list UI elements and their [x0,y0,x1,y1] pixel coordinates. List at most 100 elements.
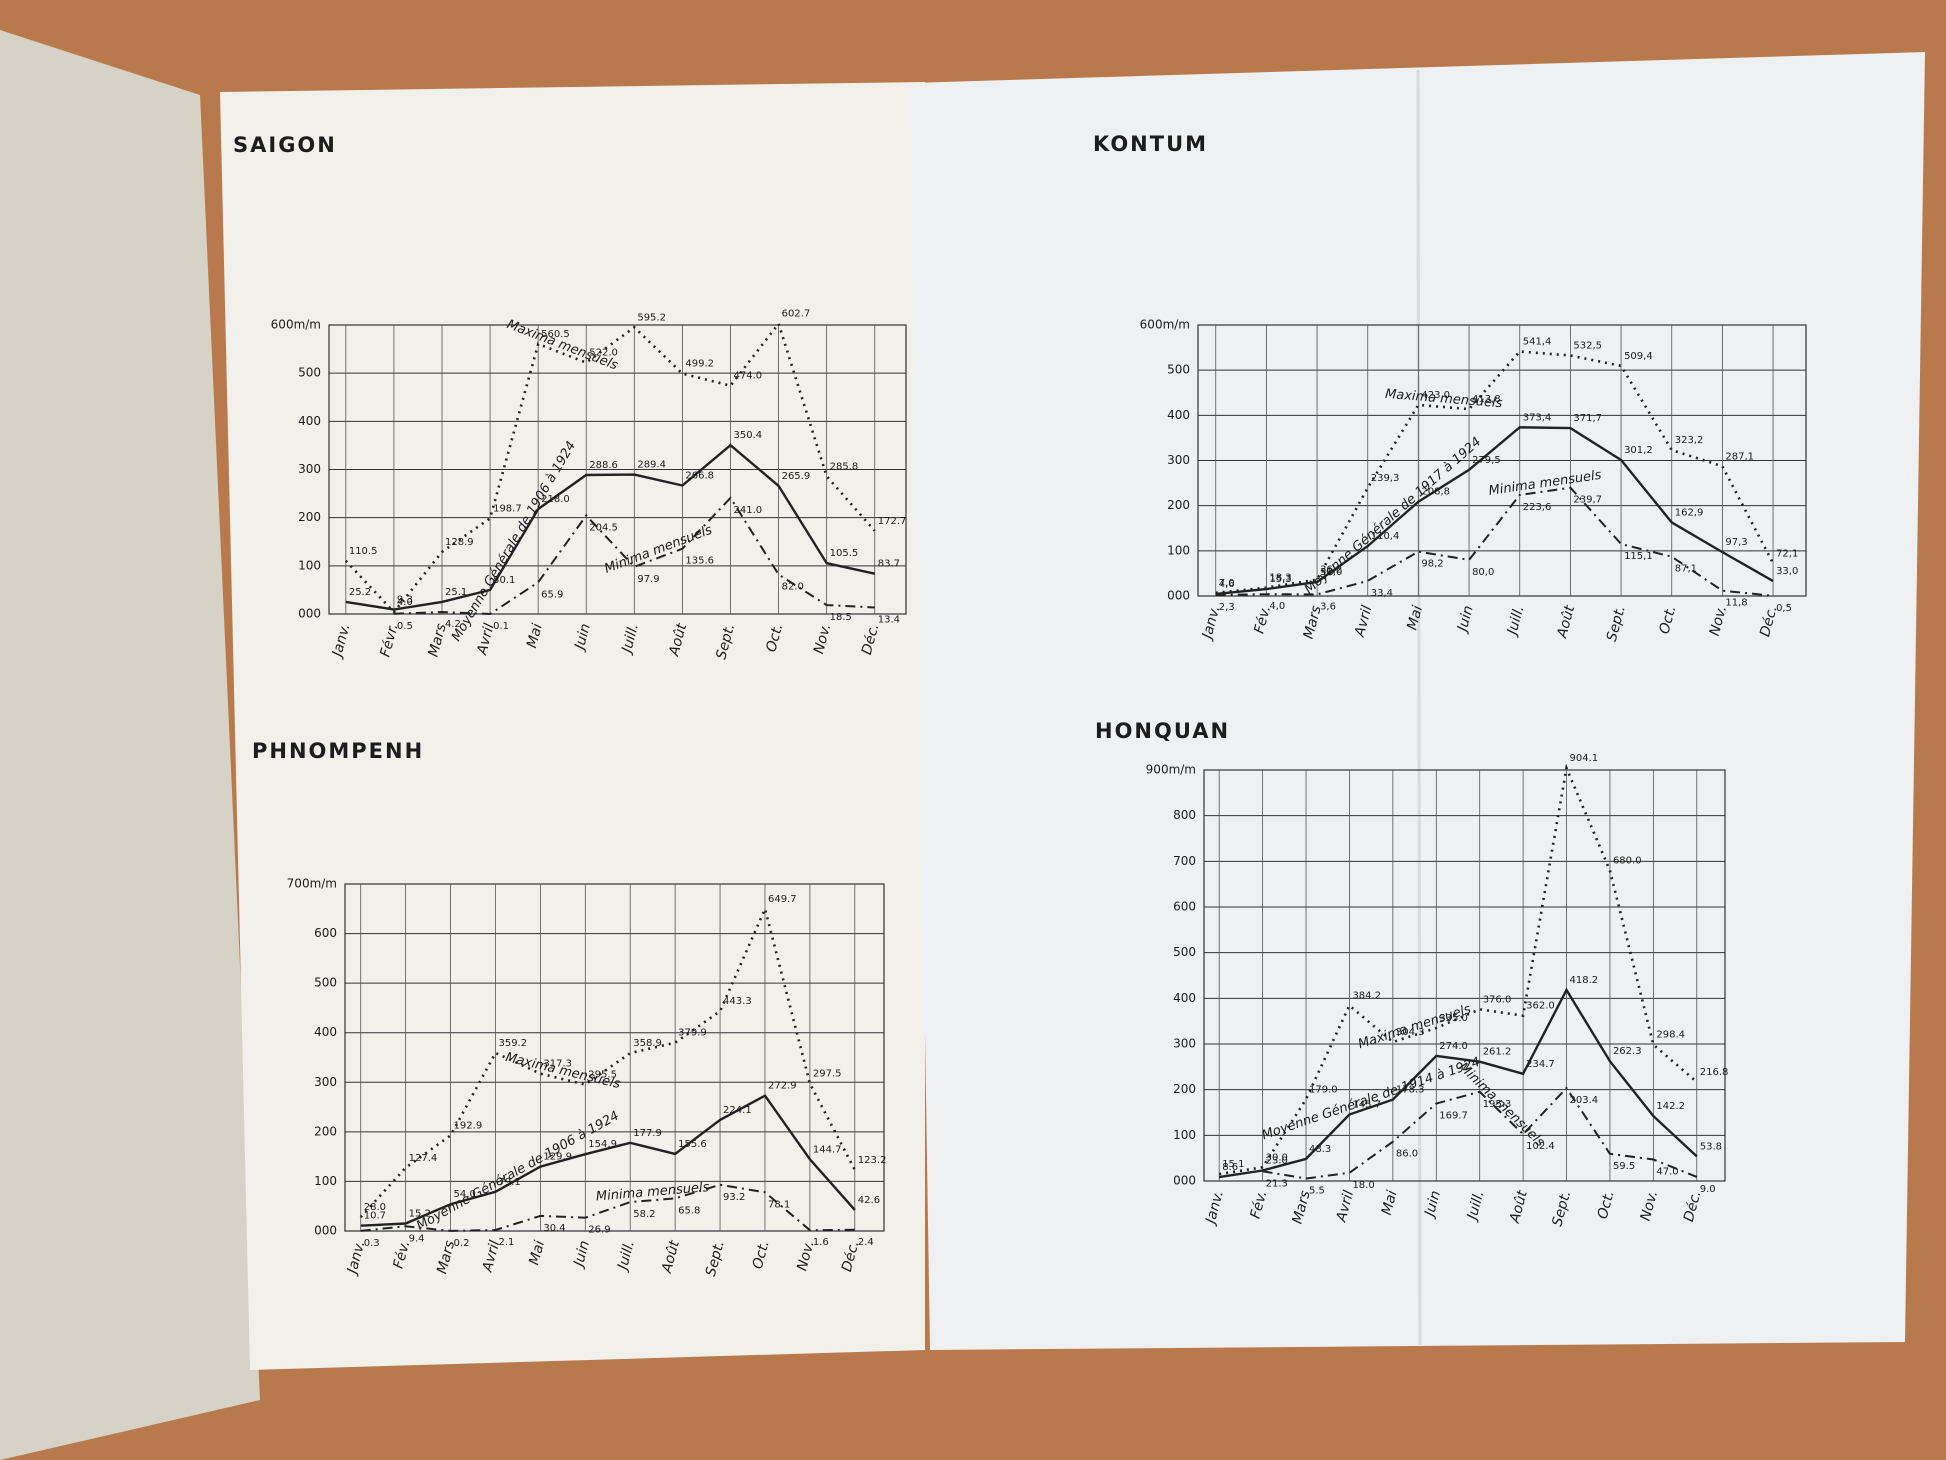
value-label: 4,6 [1219,579,1235,590]
value-label: 25.2 [349,587,371,598]
value-label: 42.6 [858,1195,880,1206]
y-tick-label: 300 [1167,453,1190,467]
y-tick-label: 400 [314,1025,337,1039]
value-label: 86.0 [1396,1149,1418,1160]
value-label: 72,1 [1776,548,1798,559]
value-label: 285.8 [830,461,859,472]
value-label: 47.0 [1656,1167,1678,1178]
value-label: 79.1 [498,1177,520,1188]
value-label: 4.2 [445,619,461,630]
value-label: 4,0 [1269,601,1285,612]
x-tick-label: Juin [1421,1189,1444,1221]
y-tick-label: 600m/m [1140,318,1190,332]
value-label: 123.2 [858,1155,887,1166]
chart-title: PHNOMPENH [252,739,424,763]
value-label: 265.9 [782,471,811,482]
value-label: 154.9 [588,1139,617,1150]
y-tick-label: 500 [1173,945,1196,959]
value-label: 499.2 [685,359,714,370]
series-line [1215,350,1775,595]
value-label: 532,5 [1573,340,1602,351]
value-label: 358.9 [633,1038,662,1049]
value-label: 371,7 [1573,413,1602,424]
left-page [220,82,925,1370]
value-label: 443.3 [723,996,752,1007]
value-label: 129.9 [543,1152,572,1163]
value-label: 509,4 [1624,351,1653,362]
chart-title: SAIGON [233,133,337,157]
value-label: 224.1 [723,1105,752,1116]
value-label: 18.5 [830,612,852,623]
value-label: 97.9 [637,574,659,585]
value-label: 423,0 [1421,390,1450,401]
series-line [393,496,875,616]
value-label: 0.5 [397,621,413,632]
value-label: 177.9 [633,1128,662,1139]
series-line [1262,1086,1698,1180]
value-label: 33,0 [1776,566,1798,577]
y-tick-label: 100 [298,558,321,572]
value-label: 155.6 [678,1139,707,1150]
x-tick-label: Déc. [1681,1189,1705,1224]
value-label: 13.4 [878,615,900,626]
x-tick-label: Déc. [839,1239,863,1274]
y-tick-label: 400 [298,414,321,428]
value-label: 266.8 [685,470,714,481]
value-label: 82.0 [782,582,804,593]
value-label: 218.0 [541,494,570,505]
value-label: 179.0 [1309,1084,1338,1095]
y-tick-label: 200 [1167,498,1190,512]
value-label: 9.3 [397,595,413,606]
value-label: 80,0 [1472,567,1494,578]
x-tick-label: Oct. [763,622,786,654]
value-label: 15,3 [1269,574,1291,585]
y-tick-label: 400 [1167,408,1190,422]
value-label: 474.0 [733,371,762,382]
value-label: 298.4 [1656,1030,1685,1041]
value-label: 110.5 [349,546,378,557]
value-label: 78.1 [768,1199,790,1210]
value-label: 2.4 [858,1237,874,1248]
x-tick-label: Juin [570,1239,593,1271]
x-tick-label: Juin [1454,604,1477,636]
value-label: 33,4 [1371,588,1393,599]
value-label: 145.7 [1352,1099,1381,1110]
value-label: 323,2 [1675,435,1704,446]
y-tick-label: 700 [1173,854,1196,868]
value-label: 541,4 [1523,336,1552,347]
y-tick-label: 100 [1167,543,1190,557]
value-label: 359.2 [498,1038,527,1049]
y-tick-label: 200 [314,1124,337,1138]
value-label: 127.4 [409,1153,438,1164]
series-line [360,1094,856,1227]
value-label: 904.1 [1570,753,1599,764]
y-tick-label: 600 [1173,900,1196,914]
series-line [359,904,856,1218]
value-label: 128.9 [445,537,474,548]
series-line [345,443,875,611]
value-label: 350.4 [733,430,762,441]
x-tick-label: Fév. [1251,604,1274,635]
value-label: 31,0 [1320,567,1342,578]
value-label: 261.2 [1483,1047,1512,1058]
x-tick-label: Oct. [1657,604,1680,636]
x-tick-label: Nov. [794,1239,817,1273]
value-label: 295.5 [588,1070,617,1081]
value-label: 198.7 [493,503,522,514]
value-label: 18.0 [1352,1180,1374,1191]
value-label: 144.7 [813,1144,842,1155]
value-label: 110,4 [1371,531,1400,542]
value-label: 9.0 [1700,1184,1716,1195]
value-label: 25.1 [445,587,467,598]
value-label: 53.8 [1700,1141,1722,1152]
value-label: 26.9 [588,1225,610,1236]
value-label: 208,8 [1421,487,1450,498]
chart-title: KONTUM [1093,132,1208,156]
value-label: 50.1 [493,575,515,586]
value-label: 279,5 [1472,455,1501,466]
x-tick-label: Déc. [859,622,883,657]
value-label: 595.2 [637,312,666,323]
value-label: 0.1 [493,621,509,632]
x-tick-label: Mai [1404,604,1426,632]
value-label: 59.5 [1613,1161,1635,1172]
